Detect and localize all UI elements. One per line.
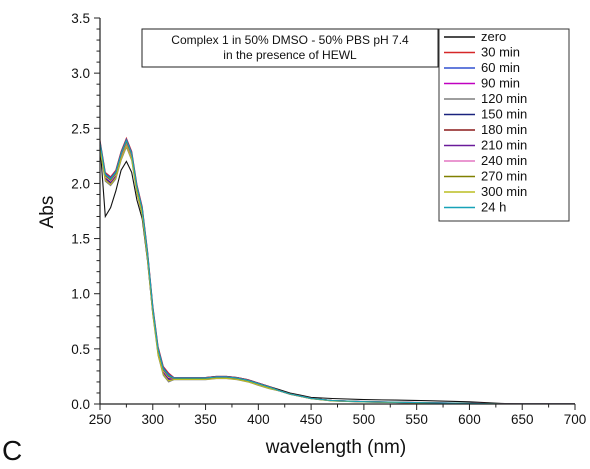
legend-label: 270 min bbox=[481, 169, 527, 184]
legend-label: 90 min bbox=[481, 76, 520, 91]
title-box-frame bbox=[141, 28, 439, 68]
x-tick-label: 300 bbox=[142, 412, 165, 427]
plot-area bbox=[99, 136, 575, 405]
axes: 250 300 350 400 450 500 550 600 650 700 0.0 0.5 1.0 1… bbox=[71, 11, 586, 427]
legend-label: 210 min bbox=[481, 138, 527, 153]
x-axis-label: wavelength (nm) bbox=[265, 437, 406, 458]
x-tick-label: 500 bbox=[353, 412, 376, 427]
y-tick-label: 1.0 bbox=[71, 287, 90, 302]
y-tick-label: 3.5 bbox=[71, 11, 90, 26]
legend-label: zero bbox=[481, 29, 506, 44]
series-line-24-h bbox=[99, 138, 575, 405]
legend-label: 150 min bbox=[481, 107, 527, 122]
y-tick-label: 1.5 bbox=[71, 232, 90, 247]
y-tick-label: 0.5 bbox=[71, 342, 90, 357]
legend-label: 24 h bbox=[481, 200, 506, 215]
legend-label: 60 min bbox=[481, 60, 520, 75]
x-tick-label: 450 bbox=[300, 412, 323, 427]
panel-letter: C bbox=[2, 435, 22, 464]
y-tick-label: 2.5 bbox=[71, 121, 90, 136]
legend-frame bbox=[438, 28, 570, 222]
y-tick-label: 2.0 bbox=[71, 176, 90, 191]
x-tick-label: 350 bbox=[194, 412, 217, 427]
x-tick-label: 550 bbox=[405, 412, 428, 427]
legend-label: 240 min bbox=[481, 153, 527, 168]
x-tick-label: 650 bbox=[511, 412, 534, 427]
title-box-line: in the presence of HEWL bbox=[223, 48, 357, 62]
legend-label: 300 min bbox=[481, 184, 527, 199]
legend-label: 30 min bbox=[481, 45, 520, 60]
legend-label: 120 min bbox=[481, 91, 527, 106]
y-tick-label: 3.0 bbox=[71, 66, 90, 81]
legend-label: 180 min bbox=[481, 122, 527, 137]
x-tick-label: 700 bbox=[564, 412, 587, 427]
title-box: Complex 1 in 50% DMSO - 50% PBS pH 7.4in… bbox=[141, 28, 439, 68]
x-tick-label: 250 bbox=[89, 412, 112, 427]
x-tick-label: 600 bbox=[458, 412, 481, 427]
title-box-line: Complex 1 in 50% DMSO - 50% PBS pH 7.4 bbox=[171, 33, 409, 47]
y-axis-label: Abs bbox=[37, 196, 58, 229]
x-tick-label: 400 bbox=[247, 412, 270, 427]
y-tick-label: 0.0 bbox=[71, 397, 90, 412]
